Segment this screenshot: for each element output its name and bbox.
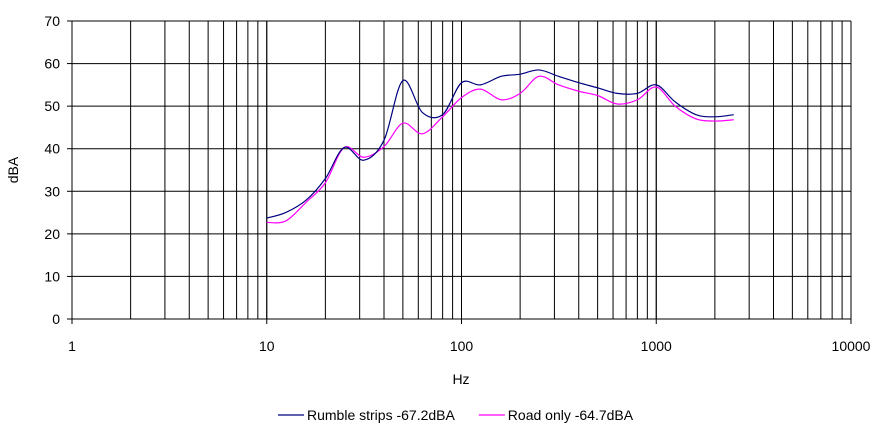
axes	[67, 20, 852, 324]
y-tick-label: 20	[44, 226, 60, 242]
y-tick-label: 70	[44, 13, 60, 29]
y-axis-label: dBA	[5, 156, 21, 183]
series-lines	[266, 69, 734, 224]
grid	[72, 20, 852, 319]
y-tick-label: 30	[44, 183, 60, 199]
y-tick-label: 0	[52, 311, 60, 327]
x-tick-label: 1	[68, 338, 76, 354]
legend-label-2: Road only -64.7dBA	[508, 407, 634, 423]
legend: Rumble strips -67.2dBA Road only -64.7dBA	[278, 407, 634, 423]
y-tick-label: 10	[44, 268, 60, 284]
x-tick-label: 10000	[832, 338, 871, 354]
x-tick-label: 10	[259, 338, 275, 354]
legend-label-1: Rumble strips -67.2dBA	[307, 407, 456, 423]
x-tick-label: 100	[450, 338, 474, 354]
y-tick-labels: 0 10 20 30 40 50 60 70	[44, 13, 60, 327]
y-tick-label: 50	[44, 98, 60, 114]
x-tick-labels: 1 10 100 1000 10000	[68, 338, 871, 354]
x-tick-label: 1000	[641, 338, 672, 354]
x-axis-label: Hz	[452, 371, 469, 387]
series-line-1	[266, 69, 734, 219]
y-tick-label: 40	[44, 141, 60, 157]
y-tick-label: 60	[44, 56, 60, 72]
